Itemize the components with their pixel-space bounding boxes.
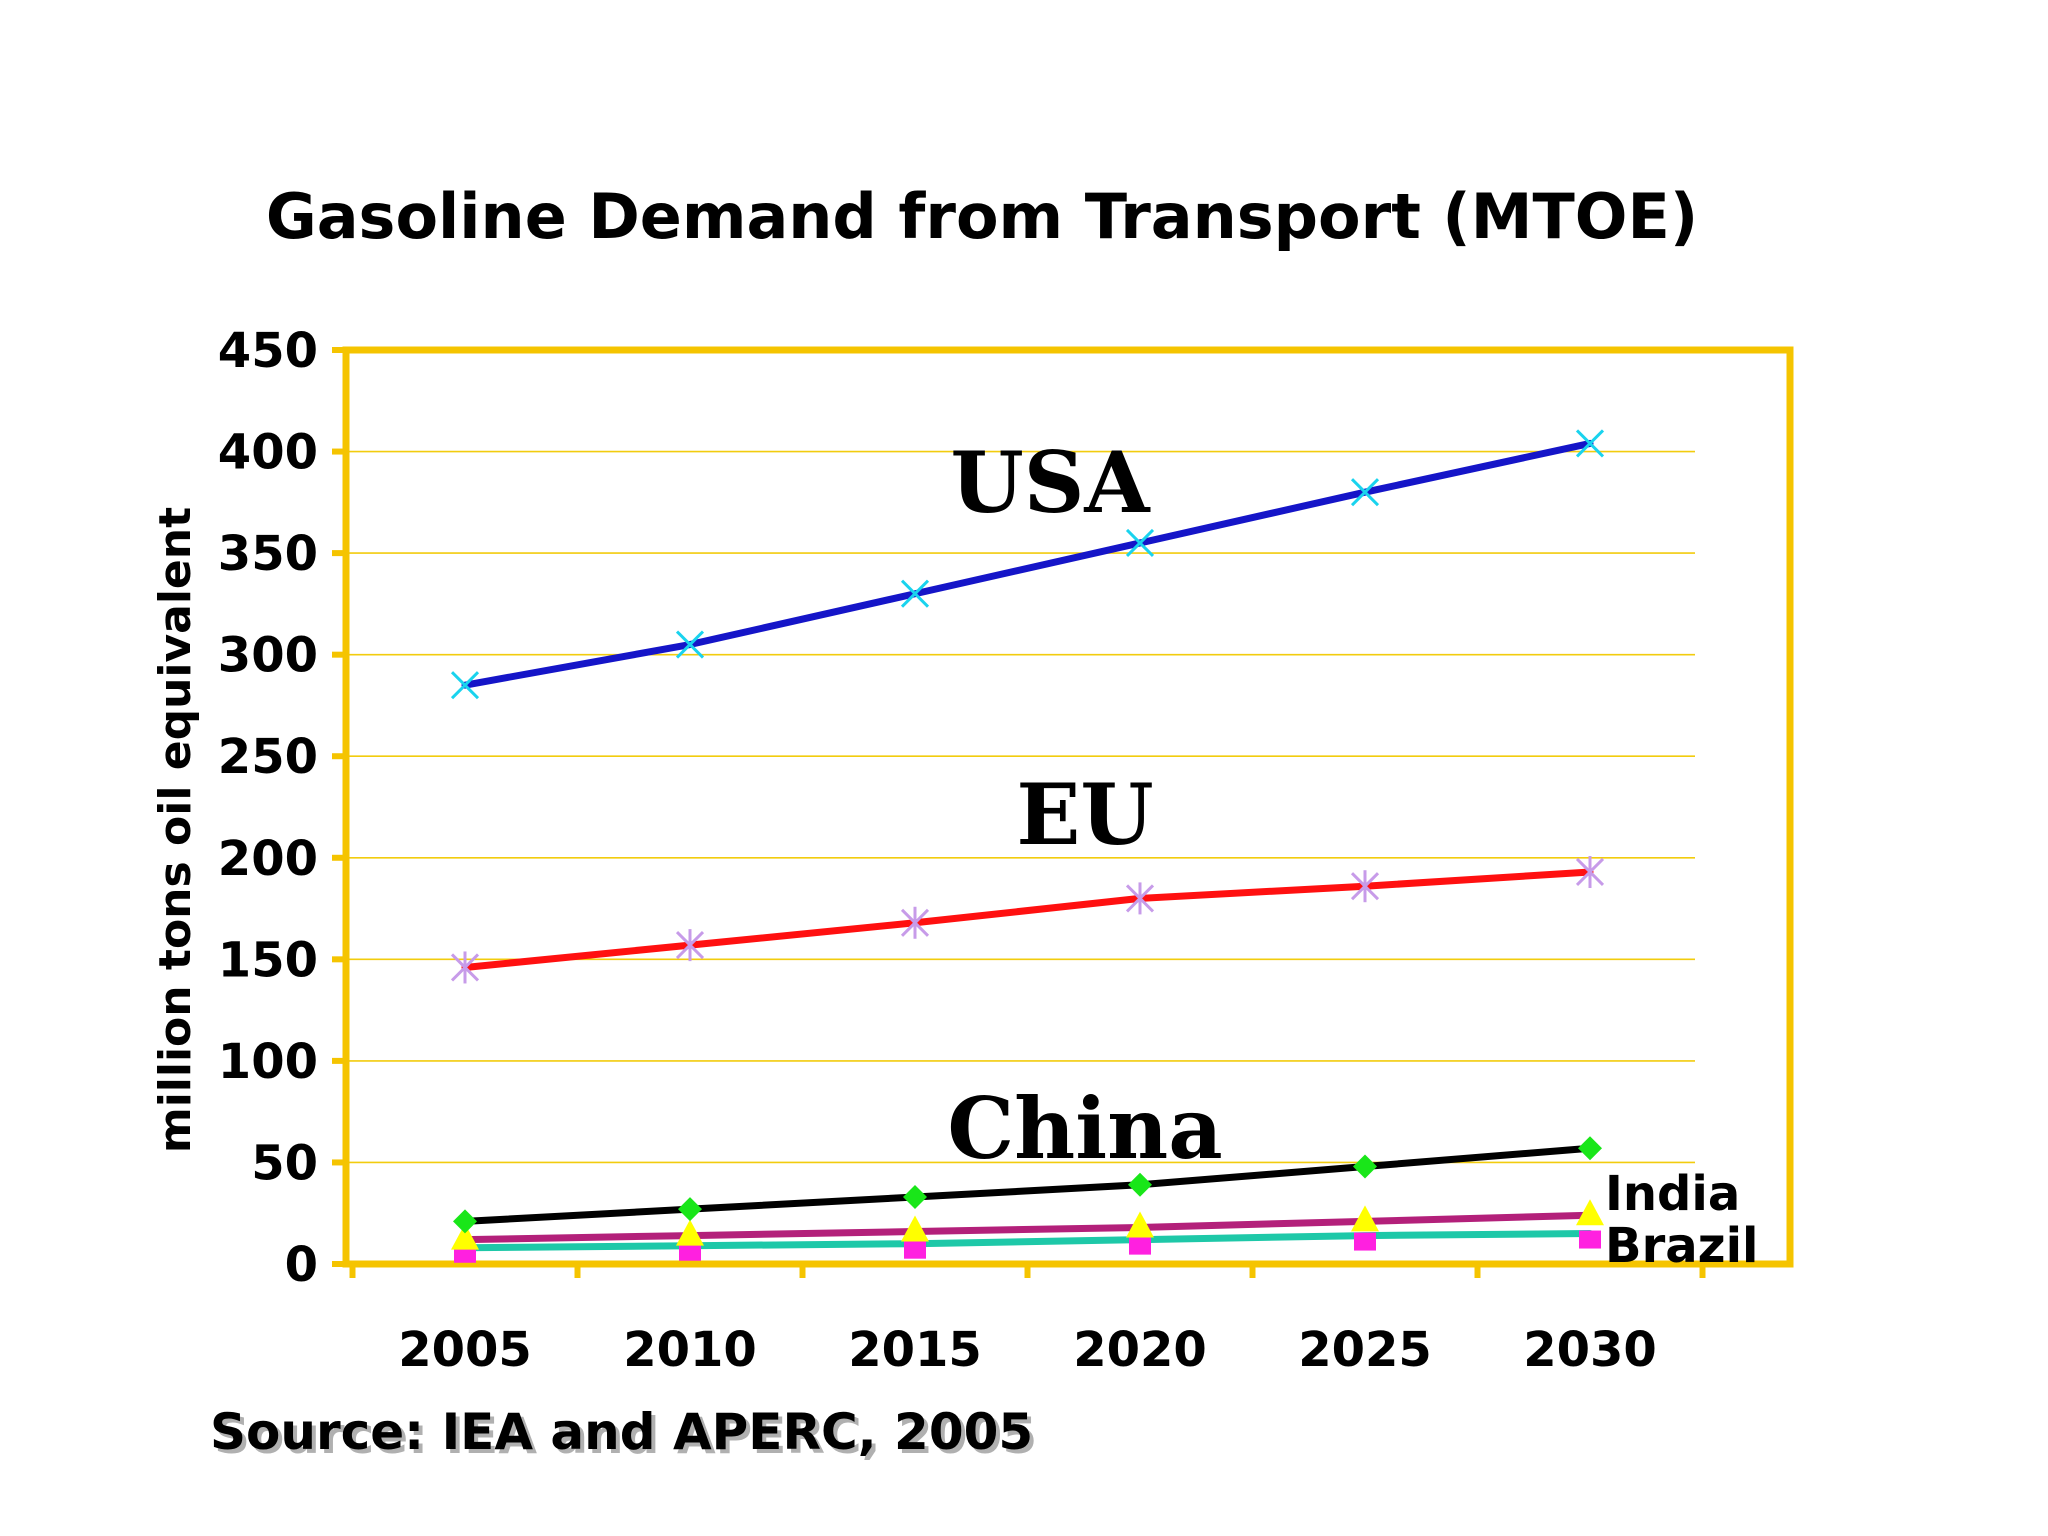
data-point bbox=[1578, 1136, 1602, 1161]
data-point bbox=[450, 951, 480, 984]
y-tick-label: 50 bbox=[251, 1135, 318, 1191]
series-line bbox=[461, 1230, 1594, 1252]
y-tick-label: 350 bbox=[218, 526, 318, 582]
y-tick-label: 300 bbox=[218, 628, 318, 684]
series-label-brazil: Brazil bbox=[1605, 1218, 1759, 1274]
data-point bbox=[1353, 1154, 1377, 1179]
data-point bbox=[904, 1240, 926, 1259]
series-label-eu: EU bbox=[1016, 765, 1153, 864]
data-point bbox=[679, 1242, 701, 1261]
data-point bbox=[450, 671, 480, 700]
data-point bbox=[1125, 882, 1155, 915]
data-point bbox=[1579, 1230, 1601, 1249]
chart-title: Gasoline Demand from Transport (MTOE) bbox=[266, 180, 1698, 253]
series-eu bbox=[450, 855, 1605, 984]
data-point bbox=[1354, 1232, 1376, 1251]
data-point bbox=[675, 630, 705, 659]
x-tick-label: 2010 bbox=[623, 1322, 757, 1378]
series-usa bbox=[450, 429, 1605, 700]
data-point bbox=[1351, 1205, 1379, 1232]
x-tick-label: 2005 bbox=[398, 1322, 532, 1378]
data-point bbox=[451, 1223, 479, 1250]
series-line bbox=[461, 1211, 1594, 1244]
x-tick-label: 2030 bbox=[1523, 1322, 1657, 1378]
data-point bbox=[1129, 1236, 1151, 1255]
data-point bbox=[675, 929, 705, 962]
data-point bbox=[901, 1215, 929, 1242]
data-point bbox=[1350, 478, 1380, 507]
axes: 0 50 100 150 200 250 300 350 400 450 2005 2010 2015 2… bbox=[218, 323, 1706, 1378]
data-point bbox=[676, 1219, 704, 1246]
data-point bbox=[1125, 528, 1155, 558]
data-point bbox=[1128, 1172, 1152, 1197]
series-label-china: China bbox=[947, 1079, 1222, 1178]
data-point bbox=[453, 1209, 477, 1234]
x-tick-label: 2025 bbox=[1298, 1322, 1432, 1378]
data-point bbox=[900, 579, 930, 608]
y-tick-label: 100 bbox=[218, 1034, 318, 1090]
plot-frame bbox=[342, 346, 1794, 1268]
series-group bbox=[450, 429, 1605, 1263]
data-point bbox=[1126, 1211, 1154, 1238]
y-tick-label: 0 bbox=[285, 1237, 318, 1293]
y-tick-label: 400 bbox=[218, 425, 318, 481]
y-tick-label: 200 bbox=[218, 831, 318, 887]
y-tick-label: 450 bbox=[218, 323, 318, 379]
y-tick-label: 250 bbox=[218, 729, 318, 785]
data-point bbox=[1350, 870, 1380, 903]
series-line bbox=[461, 1144, 1594, 1225]
data-point bbox=[903, 1184, 927, 1209]
data-point bbox=[1575, 429, 1605, 458]
x-tick-label: 2015 bbox=[848, 1322, 982, 1378]
data-point bbox=[678, 1197, 702, 1222]
series-india bbox=[451, 1199, 1604, 1250]
data-point bbox=[1575, 855, 1605, 888]
series-line bbox=[461, 868, 1594, 971]
y-tick-label: 150 bbox=[218, 932, 318, 988]
data-point bbox=[1576, 1199, 1604, 1226]
y-axis-label: million tons oil equivalent bbox=[150, 507, 201, 1153]
series-brazil bbox=[454, 1230, 1601, 1263]
x-tick-label: 2020 bbox=[1073, 1322, 1207, 1378]
source-shadow: Source: IEA and APERC, 2005 bbox=[214, 1407, 1037, 1465]
data-point bbox=[900, 906, 930, 939]
series-label-usa: USA bbox=[950, 433, 1151, 532]
series-china bbox=[453, 1136, 1602, 1234]
series-line bbox=[461, 439, 1594, 689]
source-note: Source: IEA and APERC, 2005 bbox=[210, 1403, 1033, 1461]
series-label-india: India bbox=[1605, 1166, 1740, 1222]
